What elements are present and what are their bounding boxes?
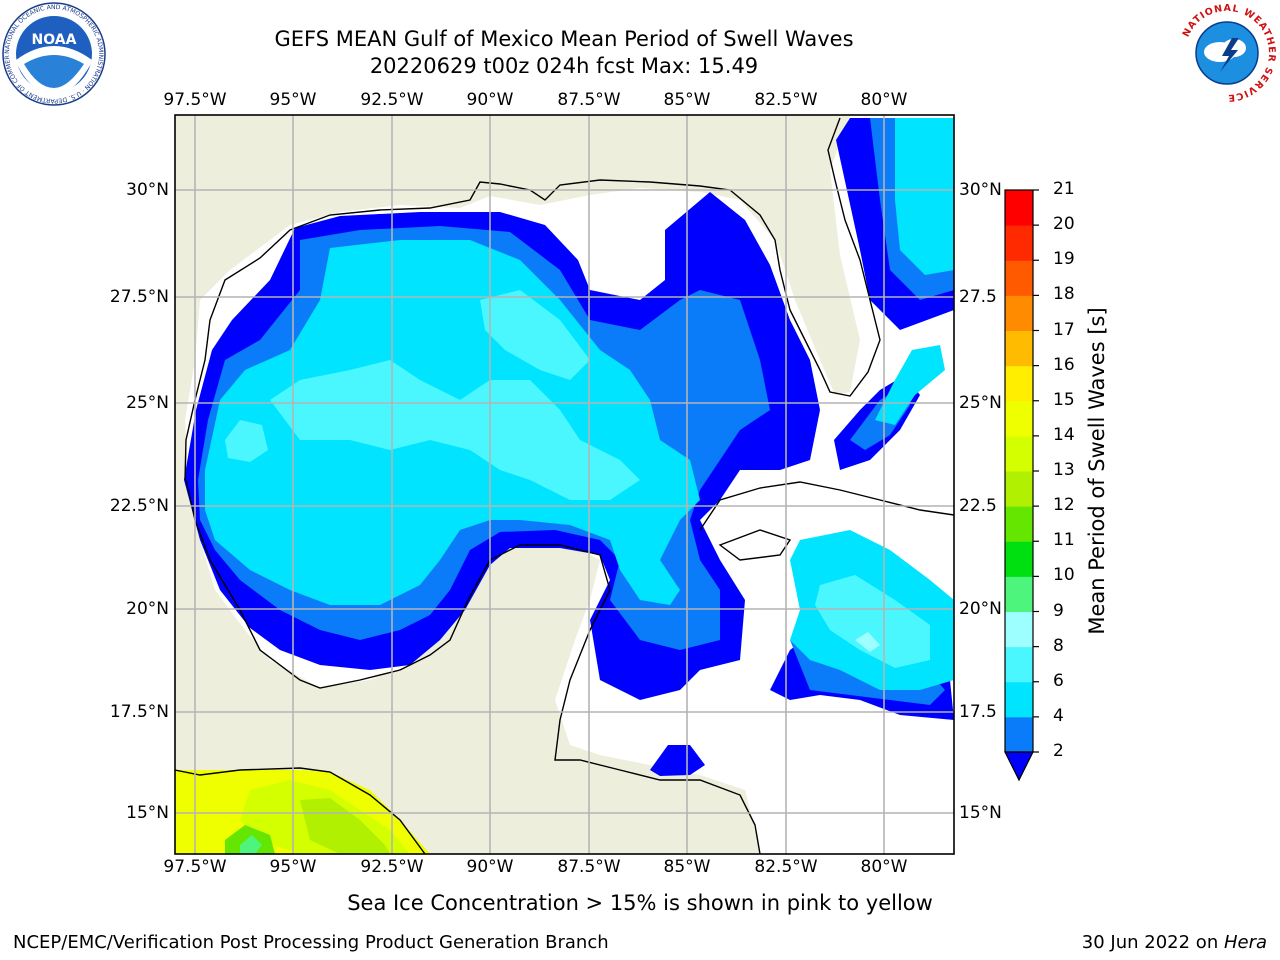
colorbar-tick-label: 21 [1053,179,1075,199]
lat-tick-right: 27.5 [959,287,997,307]
colorbar-tick-label: 9 [1053,600,1064,621]
colorbar-tick-label: 18 [1053,284,1075,305]
colorbar-tick-label: 8 [1053,635,1064,656]
colorbar-segment [1005,295,1033,331]
colorbar-segment [1005,365,1033,402]
contour-6-8s-florida-east [895,118,954,275]
colorbar-segment [1005,400,1033,437]
colorbar [1004,189,1039,782]
lat-tick-left: 30°N [126,180,169,200]
lat-tick-right: 22.5 [959,496,997,516]
lat-tick-left: 15°N [126,803,169,823]
lon-tick-top: 87.5°W [557,90,621,110]
noaa-logo: NATIONAL OCEANIC AND ATMOSPHERIC ADMINIS… [2,2,106,106]
colorbar-tick-label: 4 [1053,705,1064,726]
map-title: GEFS MEAN Gulf of Mexico Mean Period of … [274,27,854,51]
lat-tick-left: 22.5°N [109,496,169,516]
lon-tick-top: 82.5°W [754,90,818,110]
colorbar-tick-label: 13 [1053,460,1075,480]
lon-tick-bottom: 92.5°W [360,857,424,877]
colorbar-tick-label: 14 [1053,424,1075,445]
colorbar-tick-label: 10 [1053,565,1075,586]
colorbar-tick-label: 12 [1053,495,1075,516]
graticule [175,115,954,854]
lat-tick-right: 17.5 [959,702,997,722]
contour-6-8s-keys [875,345,945,425]
lon-tick-bottom: 95°W [269,857,317,877]
noaa-logo-text: NOAA [32,32,77,48]
lat-tick-left: 20°N [126,599,169,619]
lon-tick-top: 90°W [466,90,514,110]
colorbar-segment [1005,541,1033,577]
lon-tick-top: 95°W [269,90,317,110]
lon-tick-top: 92.5°W [360,90,424,110]
footer-date: 30 Jun 2022 on Hera [1082,932,1267,953]
contour-8-9s-central [270,360,640,500]
lon-tick-bottom: 90°W [466,857,514,877]
colorbar-segment [1005,190,1033,226]
footer-credit: NCEP/EMC/Verification Post Processing Pr… [13,932,609,953]
colorbar-segment [1005,471,1033,507]
colorbar-tick-label: 15 [1053,389,1075,410]
colorbar-tick-label: 6 [1053,670,1064,691]
colorbar-segment [1005,716,1033,753]
colorbar-segment [1005,330,1033,367]
lon-tick-top: 80°W [860,90,908,110]
lat-tick-left: 25°N [126,393,169,413]
colorbar-segment [1005,576,1033,612]
colorbar-tick-label: 11 [1053,530,1075,551]
map-frame [174,114,955,855]
contour-12-13s-pacific [300,798,390,854]
contour-8-9s-west [225,420,268,462]
lat-tick-right: 15°N [959,803,1002,823]
lon-tick-top: 97.5°W [163,90,227,110]
colorbar-segment [1005,225,1033,261]
map-subtitle: 20220629 t00z 024h fcst Max: 15.49 [369,54,759,78]
coastline [175,117,954,854]
colorbar-title: Mean Period of Swell Waves [s] [1085,307,1109,635]
colorbar-segment [1005,646,1033,683]
sea-ice-note-text: Sea Ice Concentration > 15% is shown in … [347,891,933,915]
lon-tick-bottom: 82.5°W [754,857,818,877]
lon-tick-bottom: 97.5°W [163,857,227,877]
contour-10-11s-pacific [240,835,262,854]
colorbar-segment [1005,506,1033,542]
sea-ice-note: Sea Ice Concentration > 15% is shown in … [0,891,1280,915]
colorbar-extend-min [1004,751,1034,782]
colorbar-tick-label: 16 [1053,354,1075,375]
contour-8-9s-north [480,290,590,380]
lat-tick-right: 30°N [959,180,1002,200]
nws-logo: NATIONAL WEATHER SERVICE [1177,3,1277,103]
footer-date-text: 30 Jun 2022 on [1081,932,1224,953]
lon-tick-bottom: 85°W [663,857,711,877]
lat-tick-left: 17.5°N [109,702,169,722]
lat-tick-right: 25°N [959,393,1002,413]
colorbar-tick-label: 17 [1053,319,1075,340]
lon-tick-bottom: 87.5°W [557,857,621,877]
colorbar-segment [1005,681,1033,718]
lon-tick-bottom: 80°W [860,857,908,877]
colorbar-segment [1005,260,1033,296]
contour-2-4s-honduras [650,745,705,776]
colorbar-tick-label: 2 [1053,741,1064,761]
lat-tick-left: 27.5°N [109,287,169,307]
colorbar-segment [1005,611,1033,648]
lon-tick-top: 85°W [663,90,711,110]
colorbar-segment [1005,435,1033,472]
footer-host: Hera [1223,932,1267,953]
colorbar-tick-label: 19 [1053,249,1075,270]
colorbar-tick-label: 20 [1053,214,1075,235]
contour-8-9s-caribbean [815,575,930,668]
lat-tick-right: 20°N [959,599,1002,619]
contour-9-10s-patch [855,632,880,652]
